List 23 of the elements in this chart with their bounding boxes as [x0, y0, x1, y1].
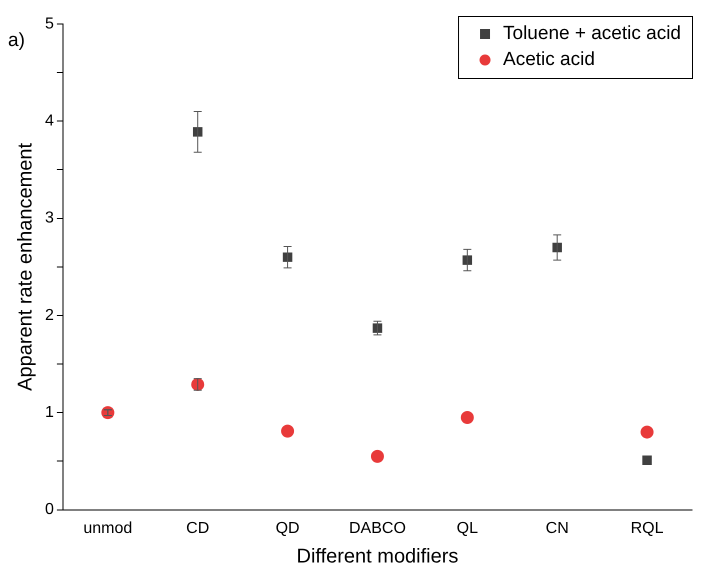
point: [460, 411, 474, 424]
x-tick-label: RQL: [630, 520, 664, 537]
x-tick-label: CD: [186, 520, 210, 537]
legend-label: Acetic acid: [503, 49, 595, 70]
y-tick-label: 2: [44, 306, 54, 324]
y-tick-label: 1: [44, 404, 54, 422]
y-axis-title: Apparent rate enhancement: [14, 142, 37, 391]
y-tick-label: 4: [44, 112, 54, 130]
x-tick-label: QD: [276, 520, 300, 537]
x-axis-title: Different modifiers: [296, 546, 458, 568]
x-tick-label: QL: [456, 520, 478, 537]
point: [640, 426, 654, 439]
x-tick-label: DABCO: [348, 520, 406, 537]
legend-label: Toluene + acetic acid: [503, 23, 682, 44]
text: a): [8, 30, 25, 52]
y-tick-label: 5: [44, 15, 54, 32]
point: [370, 450, 384, 463]
y-tick-label: 3: [44, 210, 54, 227]
point: [281, 424, 294, 438]
y-tick-label: 0: [44, 501, 54, 518]
x-tick-label: CN: [546, 520, 569, 537]
x-tick-label: unmod: [83, 520, 132, 537]
point: [642, 456, 652, 465]
